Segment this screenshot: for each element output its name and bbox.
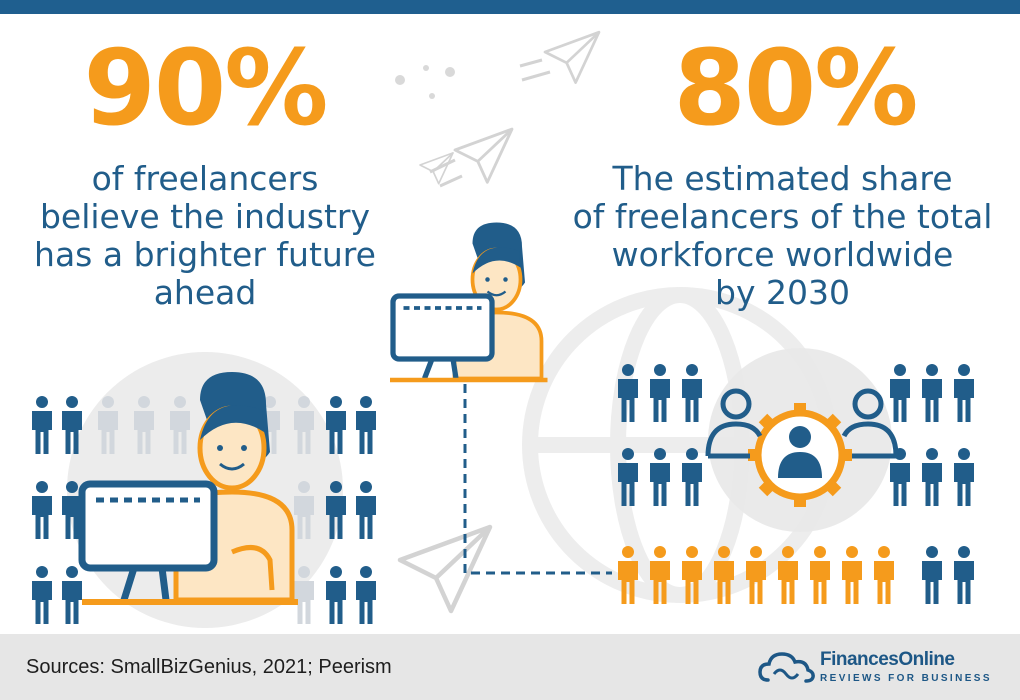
- left-description-line: has a brighter future: [34, 235, 376, 274]
- brand-tagline: REVIEWS FOR BUSINESS: [820, 673, 992, 684]
- freelancer-at-computer-icon: [78, 372, 298, 605]
- footer: Sources: SmallBizGenius, 2021; Peerism F…: [0, 634, 1020, 700]
- right-stat: 80%: [673, 27, 919, 149]
- left-description-line: believe the industry: [39, 197, 371, 236]
- freelancer-at-computer-icon: [390, 222, 548, 383]
- sources-text: Sources: SmallBizGenius, 2021; Peerism: [26, 656, 392, 678]
- top-bar: [0, 0, 1020, 14]
- left-stat: 90%: [83, 27, 329, 149]
- right-description-line: by 2030: [715, 273, 850, 312]
- gear-team-icon: [705, 348, 899, 532]
- left-description: of freelancers believe the industry has …: [10, 160, 400, 312]
- left-description-line: of freelancers: [91, 159, 319, 198]
- right-description-line: of freelancers of the total: [572, 197, 993, 236]
- infographic-artwork: [32, 30, 974, 628]
- right-description-line: The estimated share: [612, 159, 953, 198]
- left-description-line: ahead: [153, 273, 257, 312]
- cloud-logo-icon: [758, 652, 815, 683]
- decorative-dots: [395, 65, 455, 99]
- right-description-line: workforce worldwide: [611, 235, 954, 274]
- right-description: The estimated share of freelancers of th…: [555, 160, 1010, 312]
- brand-name: FinancesOnline: [820, 649, 955, 670]
- paper-plane-icon: [400, 30, 601, 611]
- dashed-connector: [463, 384, 612, 575]
- brand-logo[interactable]: FinancesOnline REVIEWS FOR BUSINESS: [758, 648, 998, 688]
